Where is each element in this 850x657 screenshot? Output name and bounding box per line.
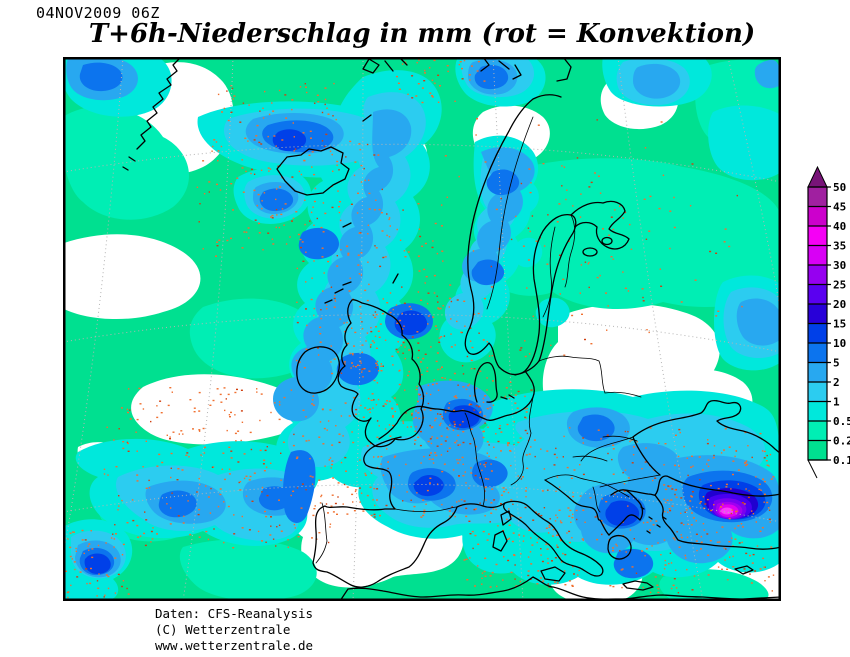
legend-tick-label: 45 (833, 201, 846, 214)
data-source-line: Daten: CFS-Reanalysis (155, 606, 314, 621)
legend-segment (808, 226, 827, 246)
legend-tick-label: 10 (833, 337, 846, 350)
legend-segment (808, 187, 827, 207)
legend-segment (808, 421, 827, 441)
legend-segment (808, 245, 827, 265)
legend-segment (808, 401, 827, 421)
legend-tick-label: 15 (833, 318, 846, 331)
legend-tick-label: 25 (833, 279, 846, 292)
legend-segment (808, 265, 827, 285)
legend-segment (808, 206, 827, 226)
legend-tick-label: 50 (833, 181, 846, 194)
precipitation-map (53, 55, 782, 605)
legend-segment (808, 304, 827, 324)
color-scale-legend: 50 45 40 35 30 25 20 15 10 5 2 1 0.5 0.2 0.1 (800, 165, 850, 495)
legend-tick-label: 0.5 (833, 415, 850, 428)
legend-segment (808, 362, 827, 382)
run-date-label: 04NOV2009 06Z (36, 4, 160, 22)
legend-segment (808, 343, 827, 363)
website-line: www.wetterzentrale.de (155, 638, 314, 653)
legend-tick-label: 1 (833, 396, 840, 409)
legend-segment (808, 284, 827, 304)
legend-tick-label: 0.1 (833, 454, 850, 467)
country-borders (315, 116, 661, 564)
legend-segment (808, 382, 827, 402)
attribution-footer: Daten: CFS-Reanalysis (C) Wetterzentrale… (155, 606, 313, 654)
legend-tick-label: 35 (833, 240, 846, 253)
legend-tick-label: 30 (833, 259, 846, 272)
legend-tick-label: 40 (833, 220, 846, 233)
map-frame (62, 56, 782, 602)
copyright-line: (C) Wetterzentrale (155, 622, 291, 637)
precip-40-core (721, 507, 733, 515)
graticule (62, 56, 782, 602)
legend-segment (808, 323, 827, 343)
legend-tick-label: 5 (833, 357, 840, 370)
map-title: T+6h-Niederschlag in mm (rot = Konvektio… (88, 19, 756, 49)
convection-stipple (65, 57, 775, 599)
legend-segment (808, 440, 827, 460)
coastlines (122, 56, 782, 602)
legend-tick-label: 0.2 (833, 435, 850, 448)
legend-tick-label: 20 (833, 298, 846, 311)
legend-tick-label: 2 (833, 376, 840, 389)
